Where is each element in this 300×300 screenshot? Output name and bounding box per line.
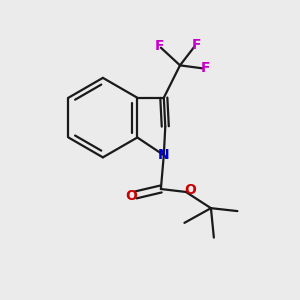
Text: O: O [125, 189, 137, 203]
Text: F: F [191, 38, 201, 52]
Text: O: O [184, 184, 196, 197]
Text: F: F [200, 61, 210, 75]
Text: F: F [154, 39, 164, 53]
Text: N: N [158, 148, 169, 162]
